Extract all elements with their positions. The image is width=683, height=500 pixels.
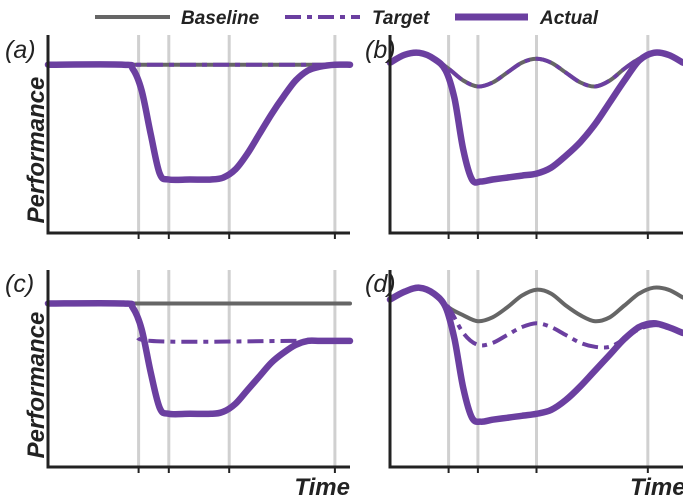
panel-label-b: (b) [365, 36, 396, 64]
legend-label-target: Target [372, 8, 430, 29]
actual-line-d [386, 284, 683, 426]
target-line-c [47, 301, 350, 344]
panel-a [44, 35, 354, 239]
x-axis-label-d: Time [630, 474, 683, 500]
actual-line-b [386, 49, 683, 186]
panel-label-d: (d) [365, 270, 396, 298]
panel-label-c: (c) [5, 270, 34, 298]
actual-line-a [44, 61, 354, 184]
panel-d [386, 270, 683, 473]
legend-label-baseline: Baseline [181, 8, 260, 29]
panel-label-a: (a) [5, 36, 36, 64]
actual-line-c [44, 299, 354, 418]
legend: Baseline Target Actual [95, 8, 599, 29]
panel-c [44, 270, 354, 473]
legend-label-actual: Actual [539, 8, 599, 29]
panel-b [386, 35, 683, 239]
x-axis-label-c: Time [294, 474, 350, 500]
y-axis-label-c: Performance [23, 312, 50, 459]
y-axis-label-a: Performance [23, 77, 50, 224]
